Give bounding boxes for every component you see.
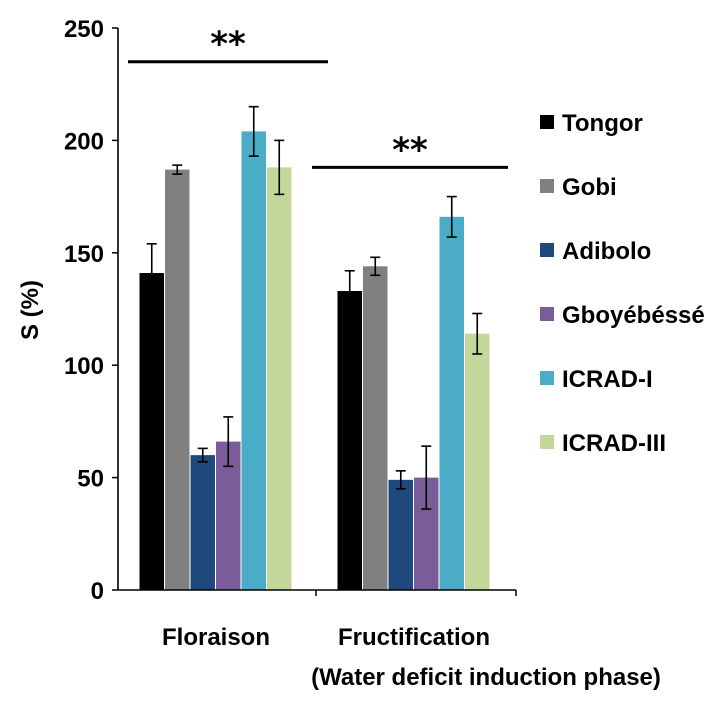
legend: Tongor Gobi Adibolo Gboyébéssé ICRAD-I ICRAD-… bbox=[540, 110, 705, 457]
legend-swatch bbox=[540, 179, 554, 193]
bar-gobi-floraison bbox=[165, 169, 190, 590]
legend-swatch bbox=[540, 371, 554, 385]
legend-swatch bbox=[540, 307, 554, 321]
y-axis-title: S (%) bbox=[17, 280, 44, 340]
bar-adibolo-floraison bbox=[190, 455, 215, 590]
legend-swatch bbox=[540, 435, 554, 449]
legend-label: Gobi bbox=[562, 174, 617, 201]
y-tick-label: 250 bbox=[64, 16, 104, 43]
bar-tongor-fructification bbox=[337, 291, 362, 590]
annotations: ** ** bbox=[128, 25, 508, 170]
bar-adibolo-fructification bbox=[388, 479, 413, 590]
y-tick-label: 150 bbox=[64, 241, 104, 268]
bar-gobi-fructification bbox=[363, 266, 388, 590]
axes bbox=[117, 28, 517, 596]
significance-label: ** bbox=[392, 130, 428, 170]
legend-label: ICRAD-III bbox=[562, 430, 666, 457]
y-axis-ticks: 0 50 100 150 200 250 bbox=[64, 16, 118, 605]
significance-label: ** bbox=[210, 25, 246, 65]
bar-tongor-floraison bbox=[139, 273, 164, 590]
y-tick-label: 0 bbox=[91, 578, 104, 605]
x-axis-title: (Water deficit induction phase) bbox=[311, 664, 661, 691]
bar-icrad-i-floraison bbox=[241, 131, 266, 590]
legend-label: Gboyébéssé bbox=[562, 302, 705, 329]
y-tick-label: 100 bbox=[64, 353, 104, 380]
x-category-label: Floraison bbox=[162, 624, 270, 651]
legend-label: ICRAD-I bbox=[562, 366, 653, 393]
legend-swatch bbox=[540, 243, 554, 257]
bar-icrad-iii-fructification bbox=[465, 333, 490, 590]
y-tick-label: 200 bbox=[64, 128, 104, 155]
x-category-label: Fructification bbox=[338, 624, 490, 651]
legend-label: Tongor bbox=[562, 110, 643, 137]
bar-icrad-i-fructification bbox=[439, 216, 464, 590]
legend-label: Adibolo bbox=[562, 238, 651, 265]
bars bbox=[139, 105, 490, 590]
bar-icrad-iii-floraison bbox=[267, 167, 292, 590]
y-tick-label: 50 bbox=[77, 466, 104, 493]
x-axis-categories: Floraison Fructification bbox=[162, 624, 490, 651]
legend-swatch bbox=[540, 115, 554, 129]
